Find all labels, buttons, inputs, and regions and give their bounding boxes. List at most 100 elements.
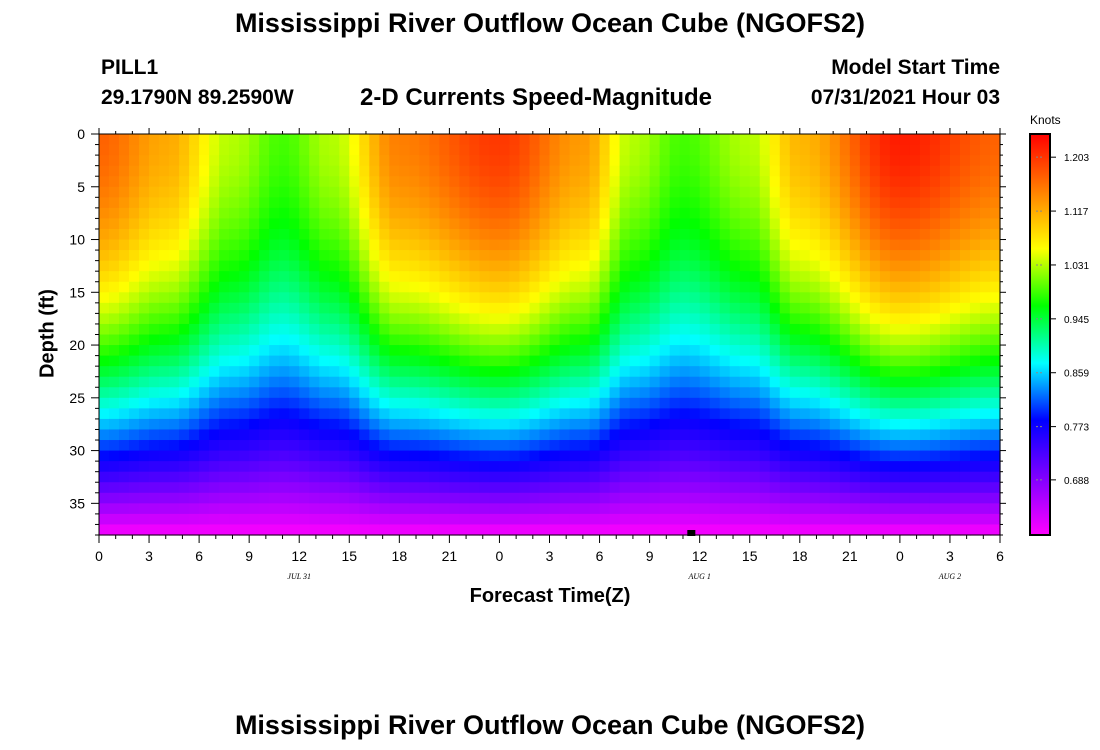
- heatmap-cell: [359, 197, 370, 209]
- heatmap-cell: [399, 323, 410, 336]
- heatmap-cell: [649, 302, 661, 314]
- heatmap-cell: [589, 218, 601, 230]
- heatmap-cell: [379, 482, 390, 494]
- heatmap-cell: [799, 440, 811, 452]
- heatmap-cell: [429, 176, 440, 188]
- heatmap-cell: [429, 440, 440, 452]
- heatmap-cell: [319, 302, 330, 314]
- heatmap-cell: [609, 186, 621, 198]
- heatmap-cell: [139, 482, 150, 494]
- heatmap-cell: [849, 450, 861, 462]
- heatmap-cell: [759, 281, 771, 293]
- heatmap-cell: [889, 165, 901, 177]
- heatmap-cell: [699, 429, 711, 441]
- heatmap-cell: [849, 482, 861, 494]
- heatmap-cell: [189, 176, 200, 188]
- heatmap-cell: [179, 165, 190, 177]
- heatmap-cell: [379, 313, 390, 325]
- heatmap-cell: [849, 302, 861, 314]
- heatmap-cell: [559, 302, 571, 314]
- heatmap-cell: [909, 366, 921, 378]
- heatmap-cell: [319, 144, 330, 156]
- heatmap-cell: [339, 292, 350, 304]
- heatmap-cell: [699, 345, 711, 357]
- heatmap-cell: [369, 503, 380, 515]
- heatmap-cell: [349, 492, 360, 504]
- heatmap-cell: [469, 228, 481, 241]
- heatmap-cell: [159, 207, 170, 220]
- heatmap-cell: [169, 461, 180, 473]
- heatmap-cell: [959, 345, 971, 357]
- heatmap-cell: [359, 271, 370, 283]
- heatmap-cell: [229, 207, 240, 220]
- heatmap-cell: [619, 461, 631, 473]
- heatmap-cell: [509, 134, 521, 146]
- heatmap-cell: [979, 492, 991, 504]
- heatmap-cell: [279, 218, 290, 230]
- heatmap-cell: [829, 207, 841, 220]
- heatmap-cell: [399, 281, 410, 293]
- heatmap-cell: [739, 281, 751, 293]
- heatmap-cell: [519, 207, 531, 220]
- heatmap-cell: [769, 513, 781, 526]
- heatmap-cell: [749, 397, 761, 409]
- heatmap-cell: [469, 302, 481, 314]
- heatmap-cell: [249, 186, 260, 198]
- heatmap-cell: [639, 513, 651, 526]
- heatmap-cell: [579, 250, 591, 262]
- heatmap-cell: [839, 471, 851, 483]
- heatmap-cell: [649, 366, 661, 378]
- heatmap-cell: [109, 302, 120, 314]
- heatmap-cell: [719, 461, 731, 473]
- heatmap-cell: [99, 387, 110, 399]
- heatmap-cell: [809, 292, 821, 304]
- heatmap-cell: [769, 176, 781, 188]
- heatmap-cell: [229, 228, 240, 241]
- heatmap-cell: [789, 461, 801, 473]
- heatmap-cell: [259, 292, 270, 304]
- heatmap-cell: [279, 461, 290, 473]
- heatmap-cell: [499, 134, 511, 146]
- heatmap-cell: [679, 450, 691, 462]
- heatmap-cell: [329, 408, 340, 420]
- heatmap-cell: [839, 134, 851, 146]
- heatmap-cell: [679, 271, 691, 283]
- heatmap-cell: [859, 355, 871, 367]
- heatmap-cell: [189, 239, 200, 251]
- heatmap-cell: [339, 323, 350, 336]
- heatmap-cell: [609, 176, 621, 188]
- heatmap-cell: [419, 408, 430, 420]
- heatmap-cell: [769, 302, 781, 314]
- heatmap-cell: [369, 461, 380, 473]
- heatmap-cell: [789, 482, 801, 494]
- heatmap-cell: [959, 408, 971, 420]
- heatmap-cell: [379, 440, 390, 452]
- heatmap-cell: [599, 334, 611, 346]
- heatmap-cell: [579, 155, 591, 167]
- heatmap-cell: [459, 239, 471, 251]
- heatmap-cell: [229, 186, 240, 198]
- heatmap-cell: [369, 218, 380, 230]
- heatmap-cell: [879, 513, 891, 526]
- heatmap-cell: [629, 376, 641, 388]
- heatmap-cell: [399, 260, 410, 272]
- heatmap-cell: [919, 323, 931, 336]
- heatmap-cell: [889, 503, 901, 515]
- heatmap-cell: [639, 503, 651, 515]
- heatmap-cell: [529, 387, 541, 399]
- heatmap-cell: [619, 218, 631, 230]
- heatmap-cell: [209, 197, 220, 209]
- heatmap-cell: [249, 144, 260, 156]
- heatmap-cell: [329, 429, 340, 441]
- heatmap-cell: [649, 418, 661, 431]
- heatmap-cell: [399, 228, 410, 241]
- heatmap-cell: [129, 228, 140, 241]
- heatmap-cell: [489, 345, 501, 357]
- heatmap-cell: [769, 450, 781, 462]
- heatmap-cell: [229, 513, 240, 526]
- heatmap-cell: [799, 471, 811, 483]
- heatmap-cell: [179, 376, 190, 388]
- heatmap-cell: [589, 387, 601, 399]
- heatmap-cell: [849, 524, 861, 536]
- heatmap-cell: [319, 366, 330, 378]
